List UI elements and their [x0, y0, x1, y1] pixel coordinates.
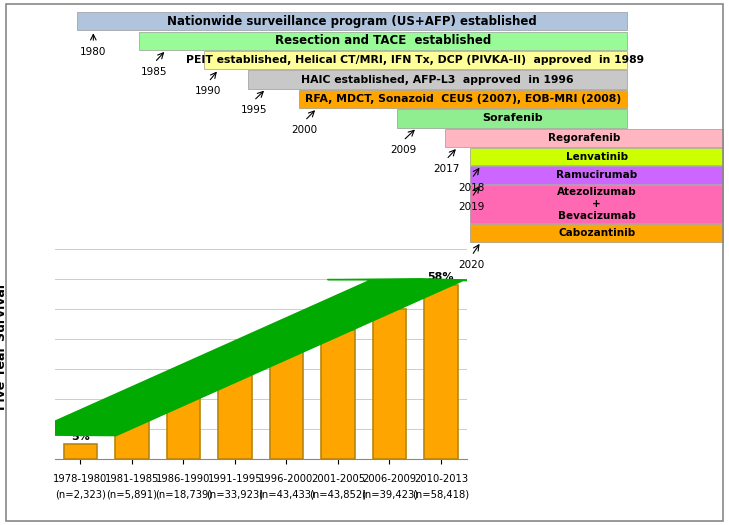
- Bar: [63, 444, 97, 459]
- Text: 1996-2000: 1996-2000: [260, 475, 313, 485]
- Text: (n=18,739): (n=18,739): [155, 489, 212, 499]
- Text: 1995: 1995: [241, 105, 267, 115]
- Text: (n=33,923): (n=33,923): [206, 489, 263, 499]
- Text: 1990: 1990: [195, 86, 222, 96]
- Bar: [445, 129, 723, 147]
- Text: Cabozantinib: Cabozantinib: [558, 228, 635, 238]
- Bar: [373, 309, 406, 459]
- Text: 2009: 2009: [390, 145, 416, 155]
- Text: 43%: 43%: [324, 318, 351, 328]
- Bar: [248, 70, 627, 89]
- Text: 5%: 5%: [71, 432, 90, 442]
- Text: 1980: 1980: [80, 47, 106, 57]
- Text: 32%: 32%: [222, 351, 248, 361]
- Text: 14%: 14%: [119, 405, 145, 415]
- Bar: [470, 166, 723, 184]
- Text: 2006-2009: 2006-2009: [362, 475, 416, 485]
- Bar: [77, 12, 627, 30]
- Text: Atezolizumab
+
Bevacizumab: Atezolizumab + Bevacizumab: [557, 187, 636, 220]
- Bar: [115, 417, 149, 459]
- Text: 2017: 2017: [433, 164, 459, 174]
- Text: 58%: 58%: [428, 272, 454, 282]
- Text: 50%: 50%: [376, 297, 402, 307]
- Text: (n=43,852): (n=43,852): [309, 489, 367, 499]
- Bar: [270, 342, 303, 459]
- Text: Resection and TACE  established: Resection and TACE established: [275, 34, 491, 47]
- Bar: [321, 330, 354, 459]
- Text: (n=5,891): (n=5,891): [106, 489, 157, 499]
- Bar: [204, 51, 627, 69]
- Text: (n=39,423): (n=39,423): [361, 489, 418, 499]
- Text: (n=2,323): (n=2,323): [55, 489, 106, 499]
- Bar: [397, 109, 627, 128]
- Text: PEIT established, Helical CT/MRI, IFN Tx, DCP (PIVKA-II)  approved  in 1989: PEIT established, Helical CT/MRI, IFN Tx…: [187, 55, 644, 65]
- FancyArrow shape: [24, 279, 506, 436]
- Bar: [167, 384, 200, 459]
- Text: Nationwide surveillance program (US+AFP) established: Nationwide surveillance program (US+AFP)…: [167, 15, 537, 27]
- Text: 2019: 2019: [459, 202, 485, 212]
- Text: 2018: 2018: [459, 183, 485, 193]
- Text: RFA, MDCT, Sonazoid  CEUS (2007), EOB-MRI (2008): RFA, MDCT, Sonazoid CEUS (2007), EOB-MRI…: [305, 94, 621, 104]
- Text: Five Year Survival: Five Year Survival: [0, 284, 7, 410]
- Bar: [470, 224, 723, 242]
- Text: 2010-2013: 2010-2013: [414, 475, 468, 485]
- Bar: [139, 32, 627, 50]
- Text: 1986-1990: 1986-1990: [156, 475, 211, 485]
- Bar: [470, 148, 723, 165]
- Text: (n=58,418): (n=58,418): [413, 489, 469, 499]
- Text: 25%: 25%: [170, 372, 197, 382]
- Bar: [299, 90, 627, 108]
- Text: Lenvatinib: Lenvatinib: [566, 152, 628, 162]
- Text: 1985: 1985: [141, 67, 168, 77]
- Text: Regorafenib: Regorafenib: [547, 133, 620, 143]
- Bar: [424, 285, 458, 459]
- Text: 1981-1985: 1981-1985: [105, 475, 159, 485]
- Text: 2000: 2000: [292, 125, 318, 135]
- Text: 1978-1980: 1978-1980: [53, 475, 108, 485]
- Text: 2001-2005: 2001-2005: [311, 475, 365, 485]
- Text: Sorafenib: Sorafenib: [482, 113, 542, 123]
- Text: 1991-1995: 1991-1995: [208, 475, 262, 485]
- Bar: [470, 185, 723, 223]
- Text: 39%: 39%: [273, 330, 300, 340]
- Text: Ramucirumab: Ramucirumab: [556, 170, 637, 180]
- Bar: [218, 363, 252, 459]
- Text: 2020: 2020: [459, 260, 485, 270]
- Text: HAIC established, AFP-L3  approved  in 1996: HAIC established, AFP-L3 approved in 199…: [301, 75, 574, 85]
- Text: (n=43,433): (n=43,433): [258, 489, 315, 499]
